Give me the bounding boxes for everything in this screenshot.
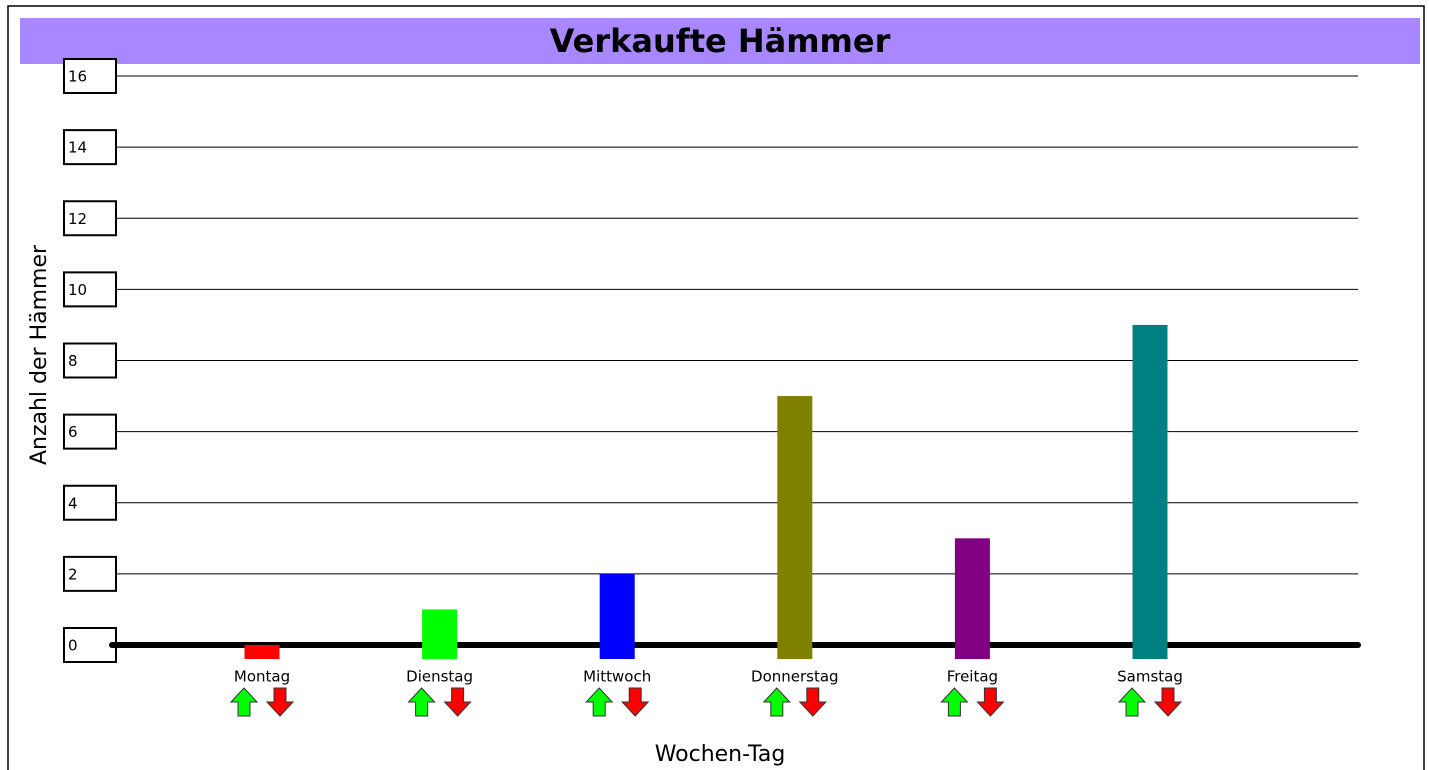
y-tick-box	[63, 271, 117, 308]
x-tick-label: Freitag	[947, 668, 998, 686]
y-tick-box	[63, 413, 117, 450]
increase-button[interactable]	[1117, 687, 1147, 717]
y-tick-label: 14	[68, 139, 87, 157]
decrease-button[interactable]	[443, 687, 472, 717]
bar	[599, 573, 635, 659]
decrease-button[interactable]	[976, 687, 1005, 717]
y-tick-label: 12	[68, 210, 87, 228]
y-tick-box	[63, 200, 117, 237]
increase-button[interactable]	[229, 687, 259, 717]
decrease-button[interactable]	[621, 687, 650, 717]
y-tick-label: 2	[68, 565, 78, 583]
increase-button[interactable]	[762, 687, 791, 717]
y-tick-box	[63, 342, 117, 379]
bar	[777, 396, 813, 659]
x-tick-label: Donnerstag	[751, 668, 839, 686]
y-tick-box	[63, 484, 117, 521]
decrease-button[interactable]	[265, 687, 295, 717]
y-tick-label: 6	[68, 423, 78, 441]
frame	[7, 5, 1425, 770]
increase-button[interactable]	[407, 687, 436, 717]
y-tick-box	[63, 129, 117, 166]
increase-button[interactable]	[940, 687, 969, 717]
y-tick-label: 10	[68, 281, 87, 299]
y-tick-label: 16	[68, 68, 87, 86]
x-tick-label: Samstag	[1117, 668, 1183, 686]
y-tick-box	[63, 627, 117, 663]
title-band	[20, 18, 1420, 64]
decrease-button[interactable]	[798, 687, 827, 717]
decrease-button[interactable]	[1153, 687, 1183, 717]
y-tick-box	[63, 555, 117, 592]
y-tick-label: 8	[68, 352, 78, 370]
chart-title: Verkaufte Hämmer	[550, 22, 891, 60]
y-tick-box	[63, 58, 117, 94]
bar	[422, 609, 458, 659]
x-tick-label: Dienstag	[406, 668, 473, 686]
increase-button[interactable]	[585, 687, 614, 717]
bar	[1132, 324, 1168, 659]
y-axis-label: Anzahl der Hämmer	[27, 244, 52, 465]
x-axis-label: Wochen-Tag	[655, 742, 786, 767]
x-tick-label: Mittwoch	[583, 668, 651, 686]
y-tick-label: 4	[68, 494, 78, 512]
x-tick-label: Montag	[234, 668, 290, 686]
y-tick-label: 0	[68, 637, 78, 655]
bar	[954, 538, 990, 659]
bar	[244, 645, 280, 659]
